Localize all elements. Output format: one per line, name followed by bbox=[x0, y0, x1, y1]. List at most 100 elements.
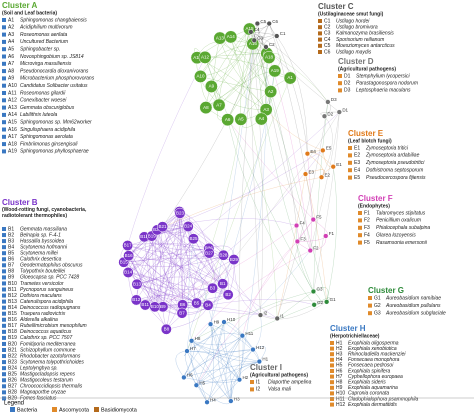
edge bbox=[191, 250, 311, 341]
item-id: H12 bbox=[336, 402, 345, 408]
node-label: B9 bbox=[160, 304, 166, 309]
node-label: B20 bbox=[153, 227, 162, 232]
edge bbox=[136, 248, 209, 285]
kingdom-swatch bbox=[338, 88, 342, 93]
edge bbox=[179, 211, 213, 289]
node bbox=[248, 29, 254, 35]
edge bbox=[238, 40, 255, 380]
item-id: B16 bbox=[8, 317, 17, 323]
edge bbox=[186, 350, 232, 402]
item-id: A16 bbox=[8, 127, 17, 133]
item-id: A19 bbox=[8, 149, 17, 155]
edges bbox=[120, 22, 340, 405]
node bbox=[302, 171, 309, 177]
item-id: C1 bbox=[324, 18, 331, 24]
item-name: Gemmata massiliana bbox=[20, 226, 67, 232]
kingdom-swatch bbox=[2, 354, 6, 359]
edge bbox=[128, 272, 213, 290]
edge bbox=[128, 255, 223, 284]
node-label: D3 bbox=[331, 97, 337, 102]
item-id: H5 bbox=[336, 363, 343, 369]
item-name: Aureobasidium pullulans bbox=[385, 303, 441, 309]
node-label: A7 bbox=[216, 102, 222, 107]
edge bbox=[322, 150, 334, 168]
item-id: A14 bbox=[8, 112, 17, 118]
node bbox=[122, 267, 134, 278]
node bbox=[198, 50, 212, 64]
node bbox=[293, 222, 300, 229]
node bbox=[251, 37, 257, 43]
node-label: B11 bbox=[141, 302, 149, 307]
item-id: A13 bbox=[8, 105, 17, 111]
cluster-subtitle: (Agricultural pathogens) bbox=[338, 66, 396, 72]
edge bbox=[276, 35, 308, 154]
item-id: G1 bbox=[374, 295, 381, 301]
item-id: A9 bbox=[8, 76, 14, 82]
node-label: H5 bbox=[199, 380, 205, 385]
node bbox=[202, 299, 214, 311]
cluster-list: Cluster B(Wood-rotting fungi, cyanobacte… bbox=[2, 198, 87, 402]
edge bbox=[260, 300, 327, 316]
node bbox=[236, 377, 243, 383]
kingdom-swatch bbox=[250, 387, 254, 392]
kingdom-swatch bbox=[330, 363, 334, 368]
kingdom-swatch bbox=[2, 263, 6, 268]
item-name: Truepera radiovictrix bbox=[20, 311, 66, 317]
item-id: B14 bbox=[8, 305, 17, 311]
kingdom-swatch bbox=[2, 127, 6, 132]
item-id: H1 bbox=[336, 340, 343, 346]
item-name: Microbacterium phosphorovorans bbox=[20, 76, 95, 82]
edge bbox=[162, 226, 186, 305]
kingdom-swatch bbox=[2, 98, 6, 103]
edge bbox=[183, 250, 311, 378]
node bbox=[250, 346, 256, 353]
item-id: F2 bbox=[364, 218, 370, 224]
edge bbox=[157, 218, 297, 231]
node bbox=[266, 20, 272, 27]
node bbox=[217, 249, 229, 261]
cluster-list: Cluster GG1 Aureobasidium namibiae G2 Aureo… bbox=[368, 286, 446, 317]
item-name: Gemmata obscuriglobus bbox=[20, 105, 75, 111]
cluster-subtitle: (Leaf blotch fungi) bbox=[348, 138, 392, 144]
kingdom-swatch bbox=[358, 225, 362, 230]
item-id: A15 bbox=[8, 120, 17, 126]
item-id: B21 bbox=[8, 347, 17, 353]
item-name: Capronia coronata bbox=[348, 391, 389, 397]
node-label: F1 bbox=[329, 231, 335, 236]
edge bbox=[127, 57, 206, 246]
edge bbox=[186, 288, 213, 352]
item-id: F3 bbox=[364, 225, 370, 231]
kingdom-swatch bbox=[330, 397, 334, 401]
edge bbox=[204, 57, 267, 110]
edge bbox=[183, 349, 254, 378]
item-name: Fonsecaea monophora bbox=[348, 357, 400, 363]
edge bbox=[269, 23, 314, 220]
cluster-title: Cluster E bbox=[348, 129, 384, 138]
item-name: Tolypothrix bouteillei bbox=[20, 269, 66, 275]
edge bbox=[144, 236, 213, 289]
node bbox=[336, 109, 342, 115]
node bbox=[234, 112, 248, 126]
edge bbox=[230, 349, 254, 402]
item-id: H9 bbox=[336, 385, 343, 391]
edge bbox=[205, 28, 250, 108]
item-name: Singulisphaera acidiphila bbox=[20, 127, 76, 133]
edge bbox=[186, 77, 291, 352]
kingdom-swatch bbox=[2, 142, 6, 147]
kingdom-swatch bbox=[318, 43, 322, 48]
kingdom-swatch bbox=[2, 341, 6, 346]
kingdom-swatch bbox=[2, 372, 6, 377]
item-name: Moesziomyces antarcticus bbox=[336, 43, 395, 49]
edge bbox=[159, 226, 167, 330]
kingdom-swatch bbox=[2, 54, 6, 59]
node-label: A5 bbox=[238, 116, 244, 121]
node-label: B8 bbox=[164, 326, 170, 331]
legend-swatch bbox=[10, 407, 15, 412]
cluster-subtitle: (Herpotrichiellaceae) bbox=[330, 333, 380, 339]
item-name: Aureobasidium subglaciale bbox=[385, 311, 446, 317]
node bbox=[217, 278, 229, 290]
node-label: C6 bbox=[272, 19, 278, 24]
edge bbox=[191, 340, 260, 362]
item-name: Stemphylium lycopersici bbox=[356, 73, 411, 79]
item-name: Calothrix sp. PCC 7507 bbox=[20, 335, 72, 341]
